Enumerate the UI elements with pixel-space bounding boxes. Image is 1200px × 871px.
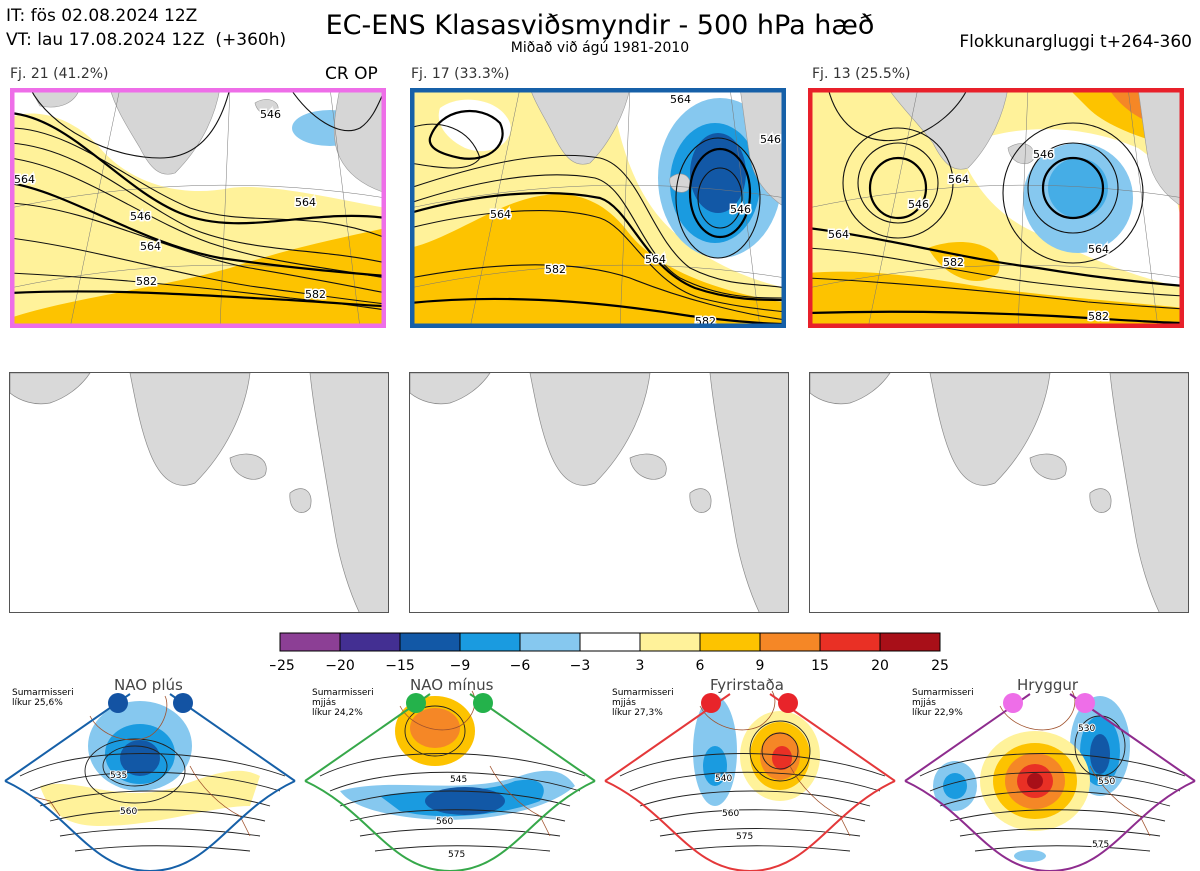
colorbar: −25 −20 −15 −9 −6 −3 3 6 9 15 20 25 xyxy=(270,632,952,674)
cluster-3-border xyxy=(808,88,1184,328)
init-time: IT: fös 02.08.2024 12Z xyxy=(6,6,198,26)
regime-stats: Sumarmisseri mjjás líkur 24,2% xyxy=(312,688,374,718)
contour-label: 535 xyxy=(110,771,127,781)
classification-window: Flokkunargluggi t+264-360 xyxy=(959,32,1192,52)
contour-label: 582 xyxy=(1088,310,1109,323)
colorbar-swatch xyxy=(279,632,341,652)
colorbar-swatch xyxy=(339,632,401,652)
contour-label: 560 xyxy=(722,809,739,819)
colorbar-swatch xyxy=(759,632,821,652)
colorbar-swatch xyxy=(519,632,581,652)
colorbar-tick-label: 15 xyxy=(811,658,829,674)
contour-label: 546 xyxy=(260,108,281,121)
contour-label: 564 xyxy=(490,208,511,221)
regime-stats: Sumarmisseri mjjás líkur 22,9% xyxy=(912,688,974,718)
background-map-2 xyxy=(409,372,789,613)
colorbar-tick-label: 25 xyxy=(931,658,949,674)
colorbar-tick-label: 20 xyxy=(871,658,889,674)
regime-marker-dot xyxy=(473,693,493,713)
colorbar-swatch xyxy=(459,632,521,652)
colorbar-swatch xyxy=(639,632,701,652)
cluster-3-map: 546 564 546 564 582 564 582 xyxy=(808,88,1184,328)
regime-marker-dot xyxy=(1075,693,1095,713)
contour-label: 575 xyxy=(1092,840,1109,850)
regime-marker-dot xyxy=(108,693,128,713)
cluster-1-map: 546 564 546 564 582 564 582 xyxy=(10,88,386,328)
contour-label: 564 xyxy=(645,253,666,266)
contour-label: 546 xyxy=(908,198,929,211)
contour-label: 546 xyxy=(1033,148,1054,161)
regime-nao-minus: 545 560 575 NAO mínus Sumarmisseri mjjás… xyxy=(300,676,600,871)
contour-label: 582 xyxy=(943,256,964,269)
contour-label: 546 xyxy=(760,133,781,146)
contour-label: 582 xyxy=(305,288,326,301)
contour-label: 575 xyxy=(736,832,753,842)
colorbar-swatch xyxy=(699,632,761,652)
colorbar-tick-label: −9 xyxy=(450,658,471,674)
regime-stats: Sumarmisseri mjjás líkur 27,3% xyxy=(612,688,674,718)
colorbar-tick-label: 6 xyxy=(696,658,705,674)
regime-marker-dot xyxy=(701,693,721,713)
cluster-1-tag: CR OP xyxy=(325,64,378,84)
colorbar-tick-label: −25 xyxy=(270,658,295,674)
contour-label: 550 xyxy=(1098,777,1115,787)
contour-label: 560 xyxy=(120,807,137,817)
contour-label: 582 xyxy=(545,263,566,276)
background-map-3 xyxy=(809,372,1189,613)
cluster-1-label: Fj. 21 (41.2%) xyxy=(10,66,109,82)
regime-marker-dot xyxy=(778,693,798,713)
colorbar-swatch xyxy=(819,632,881,652)
contour-label: 564 xyxy=(670,93,691,106)
page-title: EC-ENS Klasasviðsmyndir - 500 hPa hæð xyxy=(325,10,875,41)
regime-marker-dot xyxy=(406,693,426,713)
contour-label: 546 xyxy=(730,203,751,216)
contour-label: 575 xyxy=(448,850,465,860)
regime-title: Hryggur xyxy=(1017,676,1079,694)
contour-label: 564 xyxy=(1088,243,1109,256)
regime-title: NAO mínus xyxy=(410,676,494,694)
regime-title: Fyrirstaða xyxy=(710,676,784,694)
contour-label: 564 xyxy=(295,196,316,209)
regime-stats: Sumarmisseri líkur 25,6% xyxy=(12,688,74,708)
page-subtitle: Miðað við ágú 1981-2010 xyxy=(510,40,690,56)
colorbar-tick-label: −6 xyxy=(510,658,531,674)
regime-title: NAO plús xyxy=(114,676,183,694)
cluster-2-label: Fj. 17 (33.3%) xyxy=(411,66,510,82)
contour-label: 530 xyxy=(1078,724,1095,734)
cluster-1-border xyxy=(10,88,386,328)
cluster-2-map: 564 546 564 582 564 546 582 xyxy=(410,88,786,328)
colorbar-swatch xyxy=(879,632,941,652)
contour-label: 564 xyxy=(14,173,35,186)
contour-label: 546 xyxy=(130,210,151,223)
background-map-1 xyxy=(9,372,389,613)
colorbar-swatch xyxy=(579,632,641,652)
cluster-3-label: Fj. 13 (25.5%) xyxy=(812,66,911,82)
contour-label: 545 xyxy=(450,775,467,785)
contour-label: 560 xyxy=(436,817,453,827)
cluster-2-border xyxy=(410,88,786,328)
contour-label: 582 xyxy=(136,275,157,288)
contour-label: 564 xyxy=(948,173,969,186)
regime-blocking: 540 560 575 Fyrirstaða Sumarmisseri mjjá… xyxy=(600,676,900,871)
colorbar-tick-label: 9 xyxy=(756,658,765,674)
colorbar-tick-label: 3 xyxy=(636,658,645,674)
colorbar-tick-label: −15 xyxy=(385,658,415,674)
regime-ridge: 530 550 575 Hryggur Sumarmisseri mjjás l… xyxy=(900,676,1200,871)
valid-time: VT: lau 17.08.2024 12Z (+360h) xyxy=(6,30,287,50)
contour-label: 564 xyxy=(140,240,161,253)
regime-nao-plus: 535 560 NAO plús Sumarmisseri líkur 25,6… xyxy=(0,676,300,871)
regime-marker-dot xyxy=(173,693,193,713)
regime-marker-dot xyxy=(1003,693,1023,713)
colorbar-tick-label: −20 xyxy=(325,658,355,674)
contour-label: 540 xyxy=(715,774,732,784)
colorbar-swatch xyxy=(399,632,461,652)
colorbar-tick-label: −3 xyxy=(570,658,591,674)
contour-label: 564 xyxy=(828,228,849,241)
